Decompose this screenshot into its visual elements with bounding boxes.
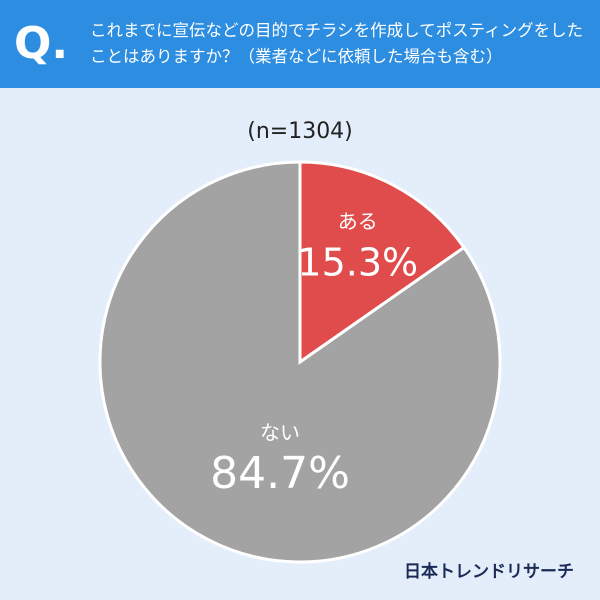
chart-subtitle: (n=1304) (247, 119, 353, 144)
chart-title: これまでに宣伝などの目的でチラシを作成してポスティングをしたことはありますか？（… (90, 21, 584, 66)
value-label: 84.7% (210, 448, 350, 499)
slice-label: ある (338, 210, 378, 234)
value-label: 15.3% (297, 241, 418, 285)
header: Q. これまでに宣伝などの目的でチラシを作成してポスティングをしたことはあります… (0, 0, 600, 88)
chart: (n=1304) ある 15.3% ない 84.7% (98, 119, 502, 564)
slice-label: ない (260, 421, 300, 445)
q-label: Q. (14, 18, 69, 69)
pie-slice (98, 160, 502, 564)
pie-slice (298, 160, 467, 365)
brand: 日本トレンドリサーチ (404, 562, 574, 582)
